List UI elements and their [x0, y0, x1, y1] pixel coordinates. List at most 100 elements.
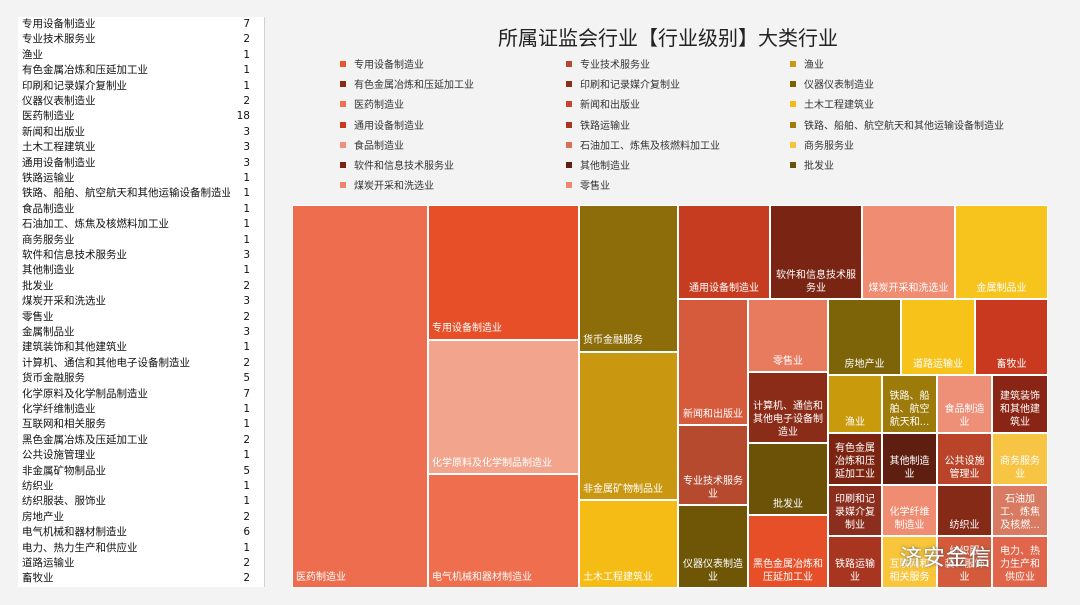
- table-count: 2: [243, 33, 250, 46]
- watermark: 济安金信: [900, 546, 993, 571]
- legend-item: 零售业: [566, 177, 610, 192]
- treemap-cell: 公共设施管理业: [937, 433, 992, 485]
- legend-item: 其他制造业: [566, 157, 630, 172]
- table-industry-name: 建筑装饰和其他建筑业: [22, 341, 127, 354]
- table-industry-name: 纺织业: [22, 480, 54, 492]
- treemap-cell: 新闻和出版业: [678, 299, 748, 425]
- table-industry-name: 专业技术服务业: [22, 33, 96, 46]
- treemap-cell: 石油加工、炼焦及核燃...: [992, 485, 1048, 536]
- table-count: 18: [236, 110, 250, 123]
- treemap-cell-label: 通用设备制造业: [689, 283, 759, 294]
- legend-label: 通用设备制造业: [354, 120, 424, 132]
- table-industry-name: 公共设施管理业: [22, 449, 96, 462]
- legend-label: 印刷和记录媒介复制业: [580, 80, 680, 92]
- legend-item: 仪器仪表制造业: [790, 76, 874, 91]
- table-industry-name: 互联网和相关服务: [22, 418, 106, 431]
- table-row: 批发业 2: [18, 279, 264, 295]
- treemap-cell: 非金属矿物制品业: [579, 352, 678, 500]
- table-count: 1: [243, 233, 250, 246]
- treemap-cell-label: 纺织服装、服饰业: [944, 546, 985, 583]
- table-row: 专业技术服务业 2: [18, 32, 264, 48]
- legend-swatch: [790, 141, 796, 148]
- treemap-cell-label: 食品制造业: [944, 404, 985, 428]
- table-row: 计算机、通信和其他电子设备制造业 2: [18, 356, 264, 372]
- legend-swatch: [790, 162, 796, 168]
- legend-swatch: [340, 182, 346, 189]
- table-count: 6: [243, 526, 250, 539]
- legend-label: 专用设备制造业: [354, 60, 424, 71]
- industry-count-table: 专用设备制造业 7 专业技术服务业 2 渔业 1 有色金属冶炼和压延加工业 1 印刷和记录媒介复…: [18, 17, 265, 587]
- table-row: 土木工程建筑业 3: [18, 140, 264, 156]
- table-count: 1: [243, 449, 250, 462]
- legend-label: 土木工程建筑业: [804, 100, 874, 112]
- table-count: 3: [243, 249, 250, 261]
- legend-swatch: [566, 141, 572, 148]
- legend-swatch: [340, 121, 346, 128]
- treemap-cell-label: 非金属矿物制品业: [583, 484, 663, 495]
- table-row: 建筑装饰和其他建筑业 1: [18, 340, 264, 356]
- table-row: 其他制造业 1: [18, 263, 264, 279]
- table-count: 1: [243, 48, 250, 61]
- treemap-cell-label: 新闻和出版业: [683, 409, 743, 420]
- treemap-cell: 专用设备制造业: [428, 205, 579, 340]
- treemap-cell-label: 专用设备制造业: [432, 323, 502, 334]
- treemap-cell-label: 商务服务业: [1000, 456, 1040, 480]
- treemap: 医药制造业 专用设备制造业 化学原料及化学制品制造业 电气机械和器材制造业 货币金融服务…: [292, 205, 1048, 588]
- treemap-cell: 土木工程建筑业: [579, 500, 678, 588]
- treemap-cell: 计算机、通信和其他电子设备制造业: [748, 372, 828, 443]
- table-count: 2: [243, 510, 250, 523]
- table-count: 1: [243, 480, 250, 492]
- table-row: 仪器仪表制造业 2: [18, 94, 264, 110]
- legend-swatch: [790, 101, 796, 108]
- table-count: 2: [243, 310, 250, 323]
- table-row: 黑色金属冶炼及压延加工业 2: [18, 433, 264, 449]
- table-industry-name: 通用设备制造业: [22, 156, 96, 169]
- legend-item: 专业技术服务业: [566, 56, 650, 71]
- legend-swatch: [340, 81, 346, 88]
- legend-label: 其他制造业: [580, 161, 630, 172]
- legend-item: 有色金属冶炼和压延加工业: [340, 76, 474, 91]
- table-row: 化学纤维制造业 1: [18, 402, 264, 418]
- table-industry-name: 土木工程建筑业: [22, 141, 96, 154]
- legend-item: 食品制造业: [340, 137, 404, 152]
- table-row: 食品制造业 1: [18, 202, 264, 218]
- legend-item: 铁路运输业: [566, 117, 630, 132]
- treemap-cell: 印刷和记录媒介复制业: [828, 485, 882, 536]
- treemap-cell: 纺织服装、服饰业: [937, 536, 992, 588]
- table-count: 2: [243, 572, 250, 585]
- treemap-cell-label: 软件和信息技术服务业: [776, 270, 856, 294]
- treemap-cell: 电气机械和器材制造业: [428, 474, 579, 588]
- legend-item: 通用设备制造业: [340, 117, 424, 132]
- treemap-cell-label: 有色金属冶炼和压延加工业: [835, 443, 875, 480]
- table-industry-name: 渔业: [22, 48, 43, 61]
- table-industry-name: 黑色金属冶炼及压延加工业: [22, 433, 148, 446]
- legend-item: 医药制造业: [340, 96, 404, 111]
- table-industry-name: 铁路运输业: [22, 172, 75, 184]
- table-industry-name: 有色金属冶炼和压延加工业: [22, 64, 148, 77]
- legend-label: 商务服务业: [804, 140, 854, 152]
- table-industry-name: 其他制造业: [22, 264, 75, 277]
- table-row: 石油加工、炼焦及核燃料加工业 1: [18, 217, 264, 233]
- table-row: 煤炭开采和洗选业 3: [18, 294, 264, 310]
- table-row: 通用设备制造业 3: [18, 156, 264, 172]
- treemap-cell: 金属制品业: [955, 205, 1048, 299]
- table-industry-name: 批发业: [22, 279, 54, 292]
- chart-title: 所属证监会行业【行业级别】大类行业: [498, 26, 838, 50]
- table-row: 渔业 1: [18, 48, 264, 64]
- treemap-cell: 铁路、船舶、航空航天和...: [882, 375, 937, 433]
- legend-swatch: [790, 61, 796, 67]
- legend-swatch: [340, 162, 346, 168]
- table-row: 印刷和记录媒介复制业 1: [18, 79, 264, 95]
- table-industry-name: 商务服务业: [22, 233, 75, 246]
- table-count: 7: [243, 387, 250, 400]
- legend-item: 新闻和出版业: [566, 96, 640, 111]
- table-industry-name: 零售业: [22, 310, 54, 323]
- table-industry-name: 仪器仪表制造业: [22, 95, 96, 107]
- treemap-cell-label: 零售业: [773, 356, 803, 367]
- legend-label: 零售业: [580, 181, 610, 193]
- treemap-cell: 黑色金属冶炼和压延加工业: [748, 515, 828, 588]
- treemap-cell-label: 仪器仪表制造业: [683, 559, 743, 583]
- treemap-cell-label: 化学纤维制造业: [889, 507, 930, 531]
- table-industry-name: 非金属矿物制品业: [22, 464, 106, 477]
- table-row: 专用设备制造业 7: [18, 17, 264, 33]
